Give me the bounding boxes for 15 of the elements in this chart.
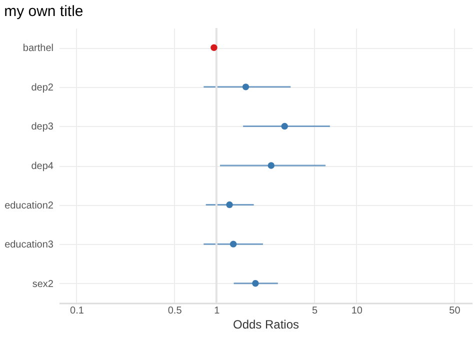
y-tick-label: dep3 — [31, 122, 54, 133]
chart-title: my own title — [4, 3, 84, 20]
x-tick-label: 5 — [312, 306, 318, 316]
y-tick-label: education3 — [4, 240, 54, 251]
x-tick-label: 0.1 — [70, 306, 84, 316]
x-tick-label: 10 — [351, 306, 363, 316]
y-tick-label: sex2 — [32, 278, 54, 290]
y-tick-label: barthel — [22, 43, 54, 54]
x-tick-label: 50 — [449, 306, 461, 316]
y-tick-label: dep2 — [31, 82, 54, 94]
x-axis-title: Odds Ratios — [232, 318, 300, 332]
y-tick-label: education2 — [4, 200, 54, 212]
y-tick-label: dep4 — [31, 161, 54, 172]
x-tick-label: 1 — [214, 306, 220, 316]
x-tick-label: 0.5 — [168, 306, 182, 316]
